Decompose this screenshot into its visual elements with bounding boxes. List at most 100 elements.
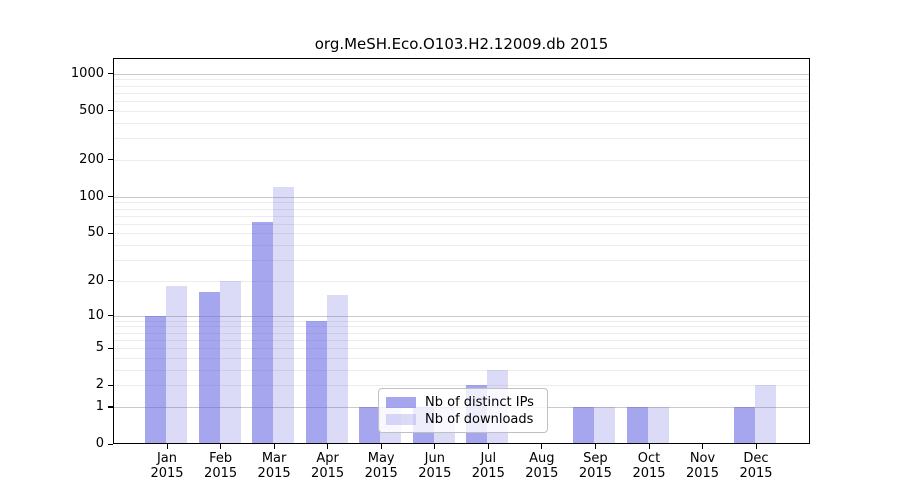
chart-title: org.MeSH.Eco.O103.H2.12009.db 2015 bbox=[314, 35, 609, 53]
x-tick-label-jun: Jun 2015 bbox=[395, 451, 475, 481]
y-tick-label-1000: 1000 bbox=[70, 65, 104, 81]
y-tick-label-200: 200 bbox=[79, 151, 104, 167]
y-tick-label-5: 5 bbox=[95, 340, 104, 355]
x-tick-mark bbox=[220, 444, 222, 449]
gridline-minor bbox=[113, 385, 810, 387]
bar-ips-feb bbox=[198, 292, 220, 444]
x-tick-month: Jul bbox=[480, 451, 497, 466]
x-tick-month: Aug bbox=[529, 451, 555, 466]
bar-downloads-oct bbox=[648, 406, 669, 444]
x-tick-month: Dec bbox=[743, 451, 769, 466]
gridline-minor bbox=[113, 208, 810, 210]
gridline-minor bbox=[113, 260, 810, 261]
x-tick-mark bbox=[702, 444, 704, 449]
gridline-major-100 bbox=[113, 196, 810, 198]
legend-item: Nb of downloads bbox=[386, 412, 539, 427]
legend-item: Nb of distinct IPs bbox=[386, 395, 539, 410]
gridline-minor bbox=[113, 159, 810, 161]
x-tick-label-oct: Oct 2015 bbox=[609, 451, 689, 481]
bar-ips-apr bbox=[305, 320, 327, 444]
bar-downloads-mar bbox=[273, 187, 295, 444]
y-tick-mark bbox=[108, 232, 113, 234]
plot-area bbox=[113, 58, 810, 444]
x-tick-mark bbox=[380, 444, 382, 449]
bar-ips-sep bbox=[573, 406, 595, 444]
x-tick-year: 2015 bbox=[471, 466, 505, 481]
x-tick-mark bbox=[594, 444, 597, 449]
y-tick-label-100: 100 bbox=[79, 188, 104, 204]
x-tick-year: 2015 bbox=[204, 466, 238, 481]
y-tick-mark bbox=[108, 280, 113, 282]
y-tick-mark bbox=[108, 443, 113, 445]
gridline-major-10 bbox=[113, 315, 810, 317]
x-tick-year: 2015 bbox=[578, 466, 612, 481]
x-tick-label-feb: Feb 2015 bbox=[181, 451, 261, 481]
gridline-minor bbox=[113, 332, 810, 334]
bar-downloads-jan bbox=[166, 286, 187, 444]
x-tick-year: 2015 bbox=[257, 466, 291, 481]
x-tick-mark bbox=[327, 444, 329, 449]
gridline-minor bbox=[113, 280, 810, 282]
x-tick-label-mar: Mar 2015 bbox=[234, 451, 314, 481]
gridline-minor bbox=[113, 369, 810, 371]
gridline-minor bbox=[113, 223, 810, 225]
x-tick-label-nov: Nov 2015 bbox=[663, 451, 743, 481]
gridline-minor bbox=[113, 110, 810, 112]
x-tick-mark bbox=[487, 444, 489, 449]
x-tick-year: 2015 bbox=[739, 466, 773, 481]
x-tick-label-sep: Sep 2015 bbox=[555, 451, 635, 481]
gridline-minor bbox=[113, 339, 810, 341]
x-tick-year: 2015 bbox=[311, 466, 345, 481]
x-tick-mark bbox=[755, 444, 757, 449]
x-tick-year: 2015 bbox=[525, 466, 559, 481]
y-tick-label-50: 50 bbox=[87, 225, 104, 241]
legend-label: Nb of distinct IPs bbox=[425, 395, 534, 410]
x-tick-label-jul: Jul 2015 bbox=[448, 451, 528, 481]
gridline-minor bbox=[113, 92, 810, 94]
x-tick-label-aug: Aug 2015 bbox=[502, 451, 582, 481]
y-tick-mark bbox=[108, 110, 113, 112]
y-tick-mark bbox=[108, 406, 113, 408]
x-tick-month: Jan bbox=[156, 451, 178, 466]
x-tick-month: Oct bbox=[637, 451, 661, 466]
gridline-minor bbox=[113, 233, 810, 235]
x-tick-mark bbox=[648, 444, 650, 449]
bar-ips-oct bbox=[627, 406, 648, 444]
bar-ips-dec bbox=[734, 406, 755, 444]
y-tick-mark bbox=[108, 347, 113, 349]
gridline-minor bbox=[113, 202, 810, 204]
bar-downloads-dec bbox=[755, 385, 776, 444]
y-tick-mark bbox=[108, 384, 113, 386]
gridline-minor bbox=[113, 101, 810, 103]
y-tick-mark bbox=[108, 73, 113, 75]
gridline-minor bbox=[113, 85, 810, 87]
gridline-minor bbox=[113, 122, 810, 124]
y-tick-label-0: 0 bbox=[95, 436, 104, 451]
x-tick-mark bbox=[541, 444, 543, 449]
gridline-minor bbox=[113, 245, 810, 246]
x-tick-month: Jun bbox=[424, 451, 445, 466]
y-tick-label-20: 20 bbox=[87, 272, 104, 288]
gridline-minor bbox=[113, 79, 810, 81]
gridline-minor bbox=[113, 348, 810, 349]
gridline-minor bbox=[113, 138, 810, 140]
x-tick-label-apr: Apr 2015 bbox=[288, 451, 368, 481]
gridline-minor bbox=[113, 215, 810, 217]
y-tick-mark bbox=[108, 196, 113, 198]
x-tick-year: 2015 bbox=[364, 466, 398, 481]
x-tick-year: 2015 bbox=[150, 466, 184, 481]
x-tick-label-may: May 2015 bbox=[341, 451, 421, 481]
gridline-minor bbox=[113, 320, 810, 322]
x-tick-year: 2015 bbox=[685, 466, 720, 481]
y-tick-label-10: 10 bbox=[87, 307, 104, 323]
y-tick-label-1: 1 bbox=[95, 398, 104, 414]
gridline-minor bbox=[113, 326, 810, 328]
x-tick-month: May bbox=[367, 451, 395, 466]
gridline-minor bbox=[113, 357, 810, 359]
bar-downloads-sep bbox=[594, 406, 616, 444]
x-tick-label-dec: Dec 2015 bbox=[716, 451, 796, 481]
x-tick-mark bbox=[166, 444, 168, 449]
legend-label: Nb of downloads bbox=[425, 412, 534, 427]
x-tick-year: 2015 bbox=[418, 466, 452, 481]
